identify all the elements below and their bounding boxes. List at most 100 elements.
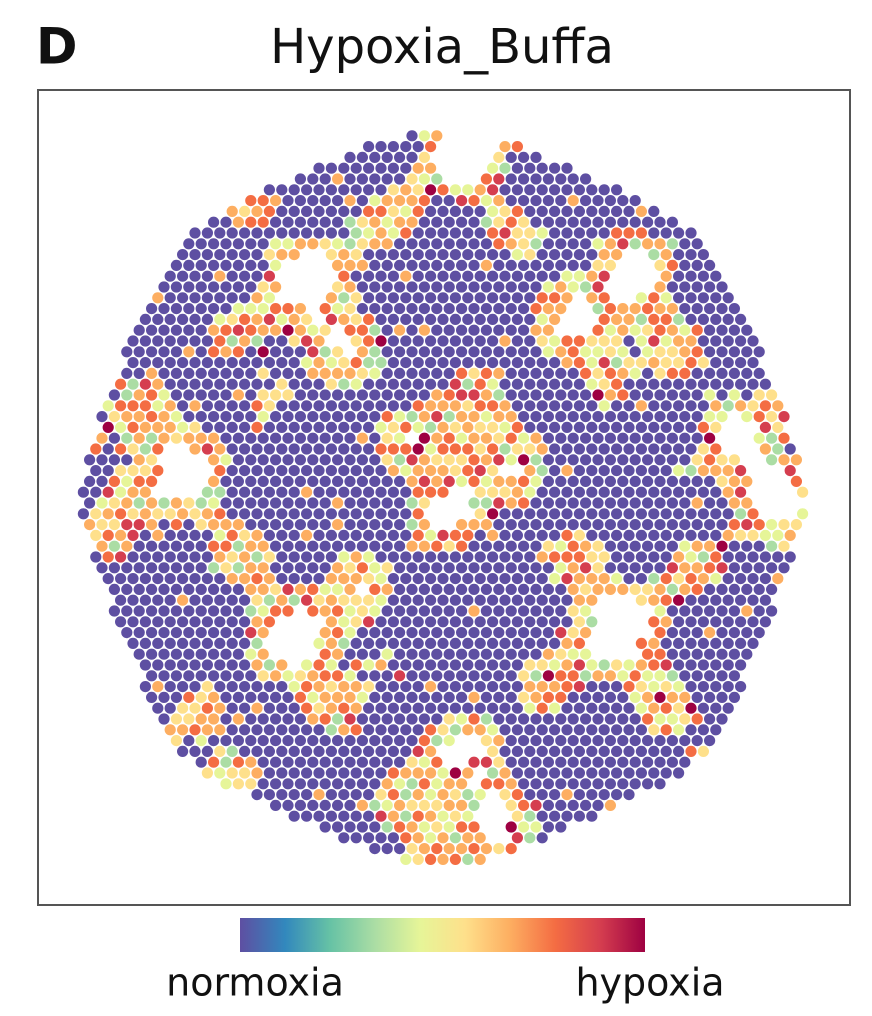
spot bbox=[177, 335, 188, 346]
spot bbox=[375, 335, 386, 346]
spot bbox=[481, 454, 492, 465]
spot bbox=[654, 346, 665, 357]
spot bbox=[530, 692, 541, 703]
spot bbox=[320, 454, 331, 465]
spot bbox=[530, 303, 541, 314]
spot bbox=[723, 573, 734, 584]
spot bbox=[425, 249, 436, 260]
spot bbox=[289, 703, 300, 714]
spot bbox=[437, 703, 448, 714]
spot bbox=[537, 724, 548, 735]
spot bbox=[227, 659, 238, 670]
spot bbox=[227, 638, 238, 649]
spot bbox=[611, 487, 622, 498]
spot bbox=[679, 281, 690, 292]
spot bbox=[481, 584, 492, 595]
spot bbox=[369, 454, 380, 465]
spot bbox=[661, 616, 672, 627]
spot bbox=[196, 670, 207, 681]
spot bbox=[251, 508, 262, 519]
spot bbox=[741, 627, 752, 638]
spot bbox=[344, 541, 355, 552]
spot bbox=[196, 411, 207, 422]
spot bbox=[710, 400, 721, 411]
spot bbox=[499, 616, 510, 627]
spot bbox=[295, 692, 306, 703]
spot bbox=[512, 811, 523, 822]
spot bbox=[673, 724, 684, 735]
spot bbox=[462, 638, 473, 649]
spot bbox=[654, 649, 665, 660]
spot bbox=[220, 519, 231, 530]
spot bbox=[462, 271, 473, 282]
spot bbox=[134, 584, 145, 595]
spot bbox=[506, 649, 517, 660]
spot bbox=[549, 595, 560, 606]
spot bbox=[475, 551, 486, 562]
spot bbox=[394, 584, 405, 595]
spot bbox=[214, 400, 225, 411]
spot bbox=[332, 260, 343, 271]
spot bbox=[499, 789, 510, 800]
spot bbox=[437, 206, 448, 217]
spot bbox=[487, 314, 498, 325]
spot bbox=[375, 551, 386, 562]
spot bbox=[307, 195, 318, 206]
spot bbox=[623, 206, 634, 217]
spot bbox=[450, 724, 461, 735]
spot bbox=[537, 703, 548, 714]
spot bbox=[568, 649, 579, 660]
spot bbox=[127, 379, 138, 390]
spot bbox=[766, 454, 777, 465]
spot bbox=[574, 443, 585, 454]
spot bbox=[394, 368, 405, 379]
spot bbox=[245, 281, 256, 292]
spot bbox=[605, 325, 616, 336]
spot bbox=[692, 584, 703, 595]
spot bbox=[437, 292, 448, 303]
spot bbox=[239, 681, 250, 692]
spot bbox=[400, 227, 411, 238]
spot bbox=[214, 292, 225, 303]
spot bbox=[710, 357, 721, 368]
spot bbox=[506, 411, 517, 422]
spot bbox=[574, 530, 585, 541]
spot bbox=[450, 400, 461, 411]
spot bbox=[444, 778, 455, 789]
spot bbox=[580, 800, 591, 811]
spot bbox=[710, 292, 721, 303]
spot bbox=[276, 465, 287, 476]
spot bbox=[208, 757, 219, 768]
spot bbox=[264, 379, 275, 390]
spot bbox=[735, 465, 746, 476]
spot bbox=[400, 292, 411, 303]
spot bbox=[189, 400, 200, 411]
spot bbox=[363, 335, 374, 346]
spot bbox=[419, 735, 430, 746]
spot bbox=[481, 195, 492, 206]
spot bbox=[530, 433, 541, 444]
spot bbox=[239, 465, 250, 476]
spot bbox=[493, 757, 504, 768]
spot bbox=[152, 573, 163, 584]
spot bbox=[574, 551, 585, 562]
spot bbox=[419, 411, 430, 422]
spot bbox=[214, 530, 225, 541]
spot bbox=[580, 627, 591, 638]
spot bbox=[654, 217, 665, 228]
spot bbox=[431, 389, 442, 400]
spot bbox=[654, 454, 665, 465]
spot bbox=[661, 681, 672, 692]
spot bbox=[295, 217, 306, 228]
spot bbox=[549, 443, 560, 454]
spot bbox=[270, 325, 281, 336]
spot bbox=[388, 573, 399, 584]
spot bbox=[177, 357, 188, 368]
spot bbox=[518, 778, 529, 789]
spot bbox=[220, 605, 231, 616]
spot bbox=[276, 314, 287, 325]
spot bbox=[382, 692, 393, 703]
spot bbox=[685, 724, 696, 735]
spot bbox=[295, 325, 306, 336]
spot bbox=[493, 584, 504, 595]
